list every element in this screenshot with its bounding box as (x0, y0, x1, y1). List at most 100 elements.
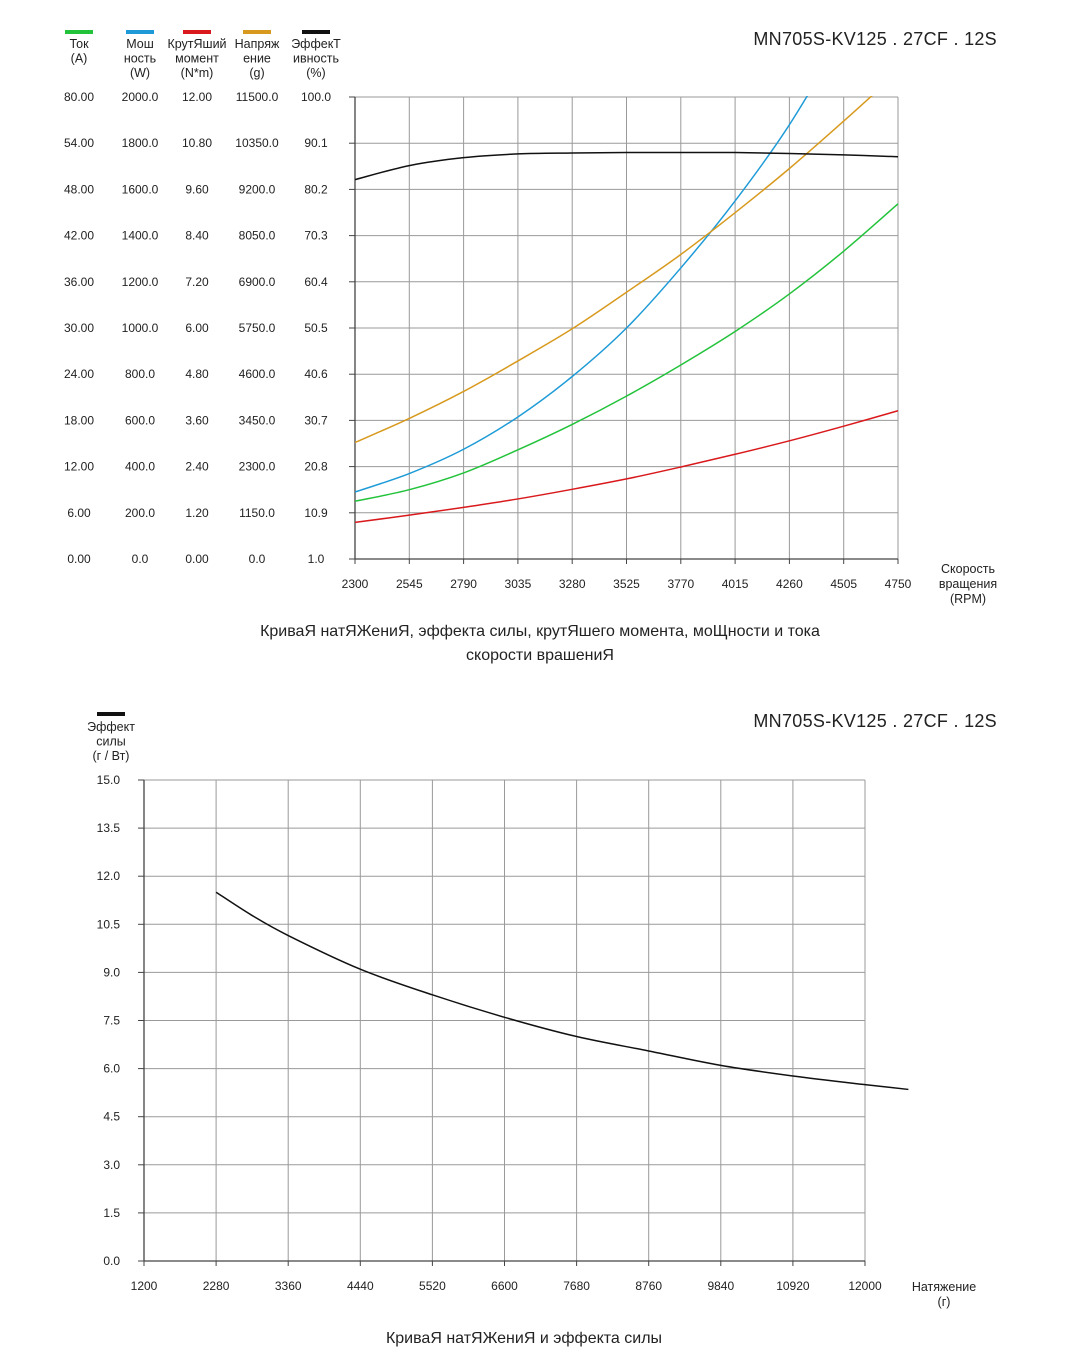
chart1-axis-header-efficiency: (%) (306, 66, 325, 80)
chart2-x-tick-label: 12000 (848, 1279, 882, 1293)
chart1-x-tick-label: 3770 (667, 577, 694, 591)
chart1-y-tick-label-power: 0.0 (132, 552, 149, 566)
chart2-y-axis-label: (г / Вт) (93, 749, 130, 763)
chart1-x-axis-label: вращения (939, 577, 997, 591)
chart1-series-line-current (355, 203, 899, 502)
chart1-x-tick-label: 3035 (505, 577, 532, 591)
chart2-y-tick-label: 6.0 (103, 1062, 120, 1076)
chart1-y-tick-label-power: 1600.0 (122, 182, 159, 196)
chart2-title: КриваЯ натЯЖениЯ и эффекта силы (386, 1330, 662, 1347)
chart2-y-tick-label: 3.0 (103, 1158, 120, 1172)
chart1-y-tick-label-power: 600.0 (125, 413, 155, 427)
chart1-axis-header-torque: (N*m) (181, 66, 214, 80)
chart1-axis-header-power: (W) (130, 66, 150, 80)
chart1-y-tick-label-efficiency: 90.1 (304, 136, 328, 150)
chart1-series-line-efficiency (355, 151, 899, 181)
chart1-y-tick-label-thrust: 5750.0 (239, 321, 276, 335)
chart1-x-tick-label: 4260 (776, 577, 803, 591)
chart1-y-tick-label-current: 30.00 (64, 321, 94, 335)
chart1-y-tick-label-thrust: 6900.0 (239, 275, 276, 289)
chart1-title: скорости врашениЯ (466, 647, 614, 664)
chart1-model-label: MN705S-KV125 . 27CF . 12S (753, 29, 997, 49)
chart1-series-line-power (355, 96, 809, 493)
chart1-axis-header-thrust: (g) (249, 66, 264, 80)
chart2-y-axis-label: Эффект (87, 720, 135, 734)
chart2-x-tick-label: 3360 (275, 1279, 302, 1293)
chart1-legend-swatch-current (65, 30, 93, 34)
chart2-legend-swatch (97, 712, 125, 716)
chart1-y-tick-label-current: 42.00 (64, 229, 94, 243)
chart1-y-tick-label-efficiency: 80.2 (304, 182, 328, 196)
chart1-axis-header-torque: КрутЯший (167, 37, 226, 51)
chart1-y-tick-label-torque: 12.00 (182, 90, 212, 104)
chart1-y-tick-label-current: 24.00 (64, 367, 94, 381)
chart1-y-tick-label-efficiency: 10.9 (304, 506, 328, 520)
chart1-y-tick-label-torque: 7.20 (185, 275, 209, 289)
chart1-y-tick-label-thrust: 0.0 (249, 552, 266, 566)
chart1-x-tick-label: 4750 (885, 577, 912, 591)
chart1-series-line-torque (355, 410, 899, 524)
chart2-x-tick-label: 10920 (776, 1279, 810, 1293)
chart1-y-tick-label-efficiency: 20.8 (304, 460, 328, 474)
chart1-y-tick-label-torque: 9.60 (185, 182, 209, 196)
chart2-series-line (215, 891, 909, 1091)
chart1-y-tick-label-torque: 4.80 (185, 367, 209, 381)
chart1-y-tick-label-thrust: 4600.0 (239, 367, 276, 381)
chart1-x-axis-label: Скорость (941, 562, 995, 576)
chart1-axis-header-torque: момент (175, 52, 219, 66)
chart2-x-tick-label: 2280 (203, 1279, 230, 1293)
chart1-y-tick-label-torque: 6.00 (185, 321, 209, 335)
chart1-y-tick-label-thrust: 3450.0 (239, 413, 276, 427)
chart1-y-tick-label-thrust: 11500.0 (236, 90, 279, 104)
chart1-y-tick-label-current: 18.00 (64, 413, 94, 427)
chart1-y-tick-label-current: 54.00 (64, 136, 94, 150)
chart2-y-tick-label: 10.5 (97, 917, 121, 931)
chart1-legend-swatch-efficiency (302, 30, 330, 34)
chart1-y-tick-label-torque: 10.80 (182, 136, 212, 150)
chart2-y-tick-label: 13.5 (97, 821, 121, 835)
chart1-y-tick-label-current: 6.00 (67, 506, 91, 520)
chart2-y-tick-label: 1.5 (103, 1206, 120, 1220)
chart1-y-tick-label-torque: 1.20 (185, 506, 209, 520)
chart2-y-tick-label: 9.0 (103, 965, 120, 979)
chart1-y-tick-label-efficiency: 1.0 (308, 552, 325, 566)
chart1-y-tick-label-efficiency: 60.4 (304, 275, 328, 289)
chart1-y-tick-label-power: 800.0 (125, 367, 155, 381)
chart2-y-axis-label: силы (96, 735, 126, 749)
chart2-x-tick-label: 8760 (635, 1279, 662, 1293)
chart1-y-tick-label-current: 36.00 (64, 275, 94, 289)
chart1-axis-header-efficiency: ЭффекТ (291, 37, 341, 51)
chart1-y-tick-label-efficiency: 30.7 (304, 413, 328, 427)
chart1-y-tick-label-torque: 2.40 (185, 460, 209, 474)
chart2-y-tick-label: 0.0 (103, 1254, 120, 1268)
chart1-y-tick-label-torque: 0.00 (185, 552, 209, 566)
chart2-y-tick-label: 15.0 (97, 773, 121, 787)
chart2-x-tick-label: 6600 (491, 1279, 518, 1293)
chart1-y-tick-label-current: 48.00 (64, 182, 94, 196)
chart1-series-line-thrust (355, 96, 873, 444)
chart1-axis-header-thrust: ение (243, 52, 271, 66)
chart1-y-tick-label-thrust: 1150.0 (239, 506, 275, 520)
chart2-x-axis-label: (г) (938, 1295, 951, 1309)
chart1-axis-header-power: ность (124, 52, 156, 66)
chart2-grid (143, 779, 866, 1262)
chart1-axis-header-power: Мош (126, 37, 154, 51)
chart1-axis-header-current: Ток (69, 37, 89, 51)
chart1-x-tick-label: 2790 (450, 577, 477, 591)
chart1-y-tick-label-power: 2000.0 (122, 90, 159, 104)
chart2-x-axis-label: Натяжение (912, 1280, 976, 1294)
chart1-y-tick-label-thrust: 8050.0 (239, 229, 276, 243)
chart1-y-tick-label-power: 200.0 (125, 506, 155, 520)
chart2-x-tick-label: 5520 (419, 1279, 446, 1293)
chart1-x-tick-label: 3280 (559, 577, 586, 591)
chart2-x-tick-label: 7680 (563, 1279, 590, 1293)
chart2-model-label: MN705S-KV125 . 27CF . 12S (753, 711, 997, 731)
chart1-legend-swatch-power (126, 30, 154, 34)
chart1-axis-header-thrust: Напряж (235, 37, 280, 51)
chart1-x-tick-label: 4505 (830, 577, 857, 591)
chart1-y-tick-label-torque: 3.60 (185, 413, 209, 427)
chart1-series-group (355, 96, 899, 524)
chart1-y-tick-label-thrust: 10350.0 (235, 136, 279, 150)
chart1-x-tick-label: 2545 (396, 577, 423, 591)
chart1-x-axis-label: (RPM) (950, 592, 986, 606)
